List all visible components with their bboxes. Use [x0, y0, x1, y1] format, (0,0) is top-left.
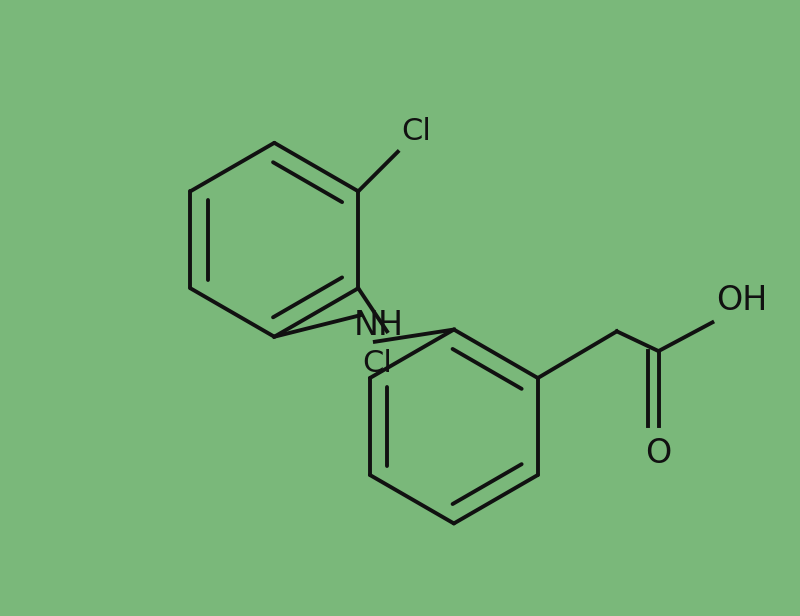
Text: Cl: Cl — [362, 349, 392, 378]
Text: NH: NH — [354, 309, 403, 342]
Text: O: O — [646, 437, 672, 470]
Text: Cl: Cl — [402, 117, 431, 146]
Text: OH: OH — [716, 283, 767, 317]
